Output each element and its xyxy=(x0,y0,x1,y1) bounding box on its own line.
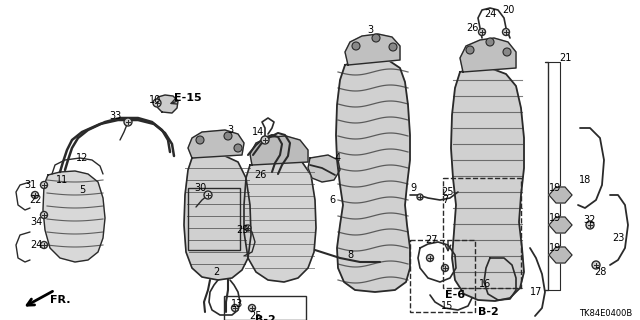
Text: 30: 30 xyxy=(194,183,206,193)
Polygon shape xyxy=(308,155,340,182)
Text: 11: 11 xyxy=(56,175,68,185)
Circle shape xyxy=(40,181,47,188)
Polygon shape xyxy=(345,34,400,65)
Circle shape xyxy=(234,144,242,152)
Text: 24: 24 xyxy=(484,9,496,19)
Text: 18: 18 xyxy=(579,175,591,185)
Text: 33: 33 xyxy=(109,111,121,121)
Circle shape xyxy=(486,38,494,46)
Text: B-2: B-2 xyxy=(477,307,499,317)
Circle shape xyxy=(232,305,239,311)
Text: 16: 16 xyxy=(479,279,491,289)
Polygon shape xyxy=(188,130,244,158)
Polygon shape xyxy=(244,158,316,282)
Text: 21: 21 xyxy=(559,53,571,63)
Circle shape xyxy=(31,191,38,198)
Text: 9: 9 xyxy=(410,183,416,193)
Polygon shape xyxy=(155,95,178,113)
Text: 4: 4 xyxy=(335,153,341,163)
Text: 15: 15 xyxy=(441,301,453,311)
Circle shape xyxy=(261,136,269,144)
Text: 12: 12 xyxy=(76,153,88,163)
Circle shape xyxy=(466,46,474,54)
Text: 8: 8 xyxy=(347,250,353,260)
Polygon shape xyxy=(184,155,251,280)
Circle shape xyxy=(196,136,204,144)
Polygon shape xyxy=(336,58,410,292)
Circle shape xyxy=(248,305,255,311)
Polygon shape xyxy=(250,136,308,165)
Text: 7: 7 xyxy=(442,195,448,205)
Polygon shape xyxy=(549,217,572,233)
Circle shape xyxy=(426,254,433,261)
Text: 14: 14 xyxy=(252,127,264,137)
Text: 27: 27 xyxy=(426,235,438,245)
Text: 24: 24 xyxy=(30,240,42,250)
Text: 22: 22 xyxy=(29,195,42,205)
Polygon shape xyxy=(549,187,572,203)
Text: FR.: FR. xyxy=(50,295,70,305)
Circle shape xyxy=(40,242,47,249)
Text: 17: 17 xyxy=(530,287,542,297)
Text: 31: 31 xyxy=(24,180,36,190)
Text: 19: 19 xyxy=(549,243,561,253)
Text: 19: 19 xyxy=(549,183,561,193)
Text: E-15: E-15 xyxy=(174,93,202,103)
Circle shape xyxy=(503,48,511,56)
Text: 25: 25 xyxy=(249,311,261,320)
Text: 34: 34 xyxy=(30,217,42,227)
Bar xyxy=(410,240,475,312)
Text: 28: 28 xyxy=(594,267,606,277)
Circle shape xyxy=(502,28,509,36)
Circle shape xyxy=(372,34,380,42)
Polygon shape xyxy=(43,171,105,262)
Text: 23: 23 xyxy=(612,233,624,243)
Circle shape xyxy=(479,28,486,36)
Text: 25: 25 xyxy=(442,187,454,197)
Circle shape xyxy=(40,212,47,219)
Text: 26: 26 xyxy=(254,170,266,180)
Bar xyxy=(188,188,240,250)
Text: 26: 26 xyxy=(466,23,478,33)
Text: 32: 32 xyxy=(584,215,596,225)
Circle shape xyxy=(352,42,360,50)
Text: 10: 10 xyxy=(149,95,161,105)
Circle shape xyxy=(442,265,449,271)
Polygon shape xyxy=(451,68,524,301)
Circle shape xyxy=(204,191,212,199)
Text: 29: 29 xyxy=(236,225,248,235)
Text: 19: 19 xyxy=(549,213,561,223)
Text: 6: 6 xyxy=(329,195,335,205)
Circle shape xyxy=(153,99,161,107)
Circle shape xyxy=(417,194,423,200)
Circle shape xyxy=(586,221,594,229)
Circle shape xyxy=(245,225,251,231)
Text: 5: 5 xyxy=(79,185,85,195)
Text: B-2: B-2 xyxy=(255,315,275,320)
Polygon shape xyxy=(549,247,572,263)
Text: 2: 2 xyxy=(213,267,219,277)
Text: E-6: E-6 xyxy=(445,290,465,300)
Text: 13: 13 xyxy=(231,299,243,309)
Polygon shape xyxy=(460,38,516,72)
Text: 3: 3 xyxy=(227,125,233,135)
Circle shape xyxy=(389,43,397,51)
Text: 3: 3 xyxy=(367,25,373,35)
Text: TK84E0400B: TK84E0400B xyxy=(579,309,632,318)
Circle shape xyxy=(224,132,232,140)
Circle shape xyxy=(124,118,132,126)
Text: 20: 20 xyxy=(502,5,514,15)
Bar xyxy=(443,178,521,288)
Bar xyxy=(224,296,306,320)
Circle shape xyxy=(592,261,600,269)
